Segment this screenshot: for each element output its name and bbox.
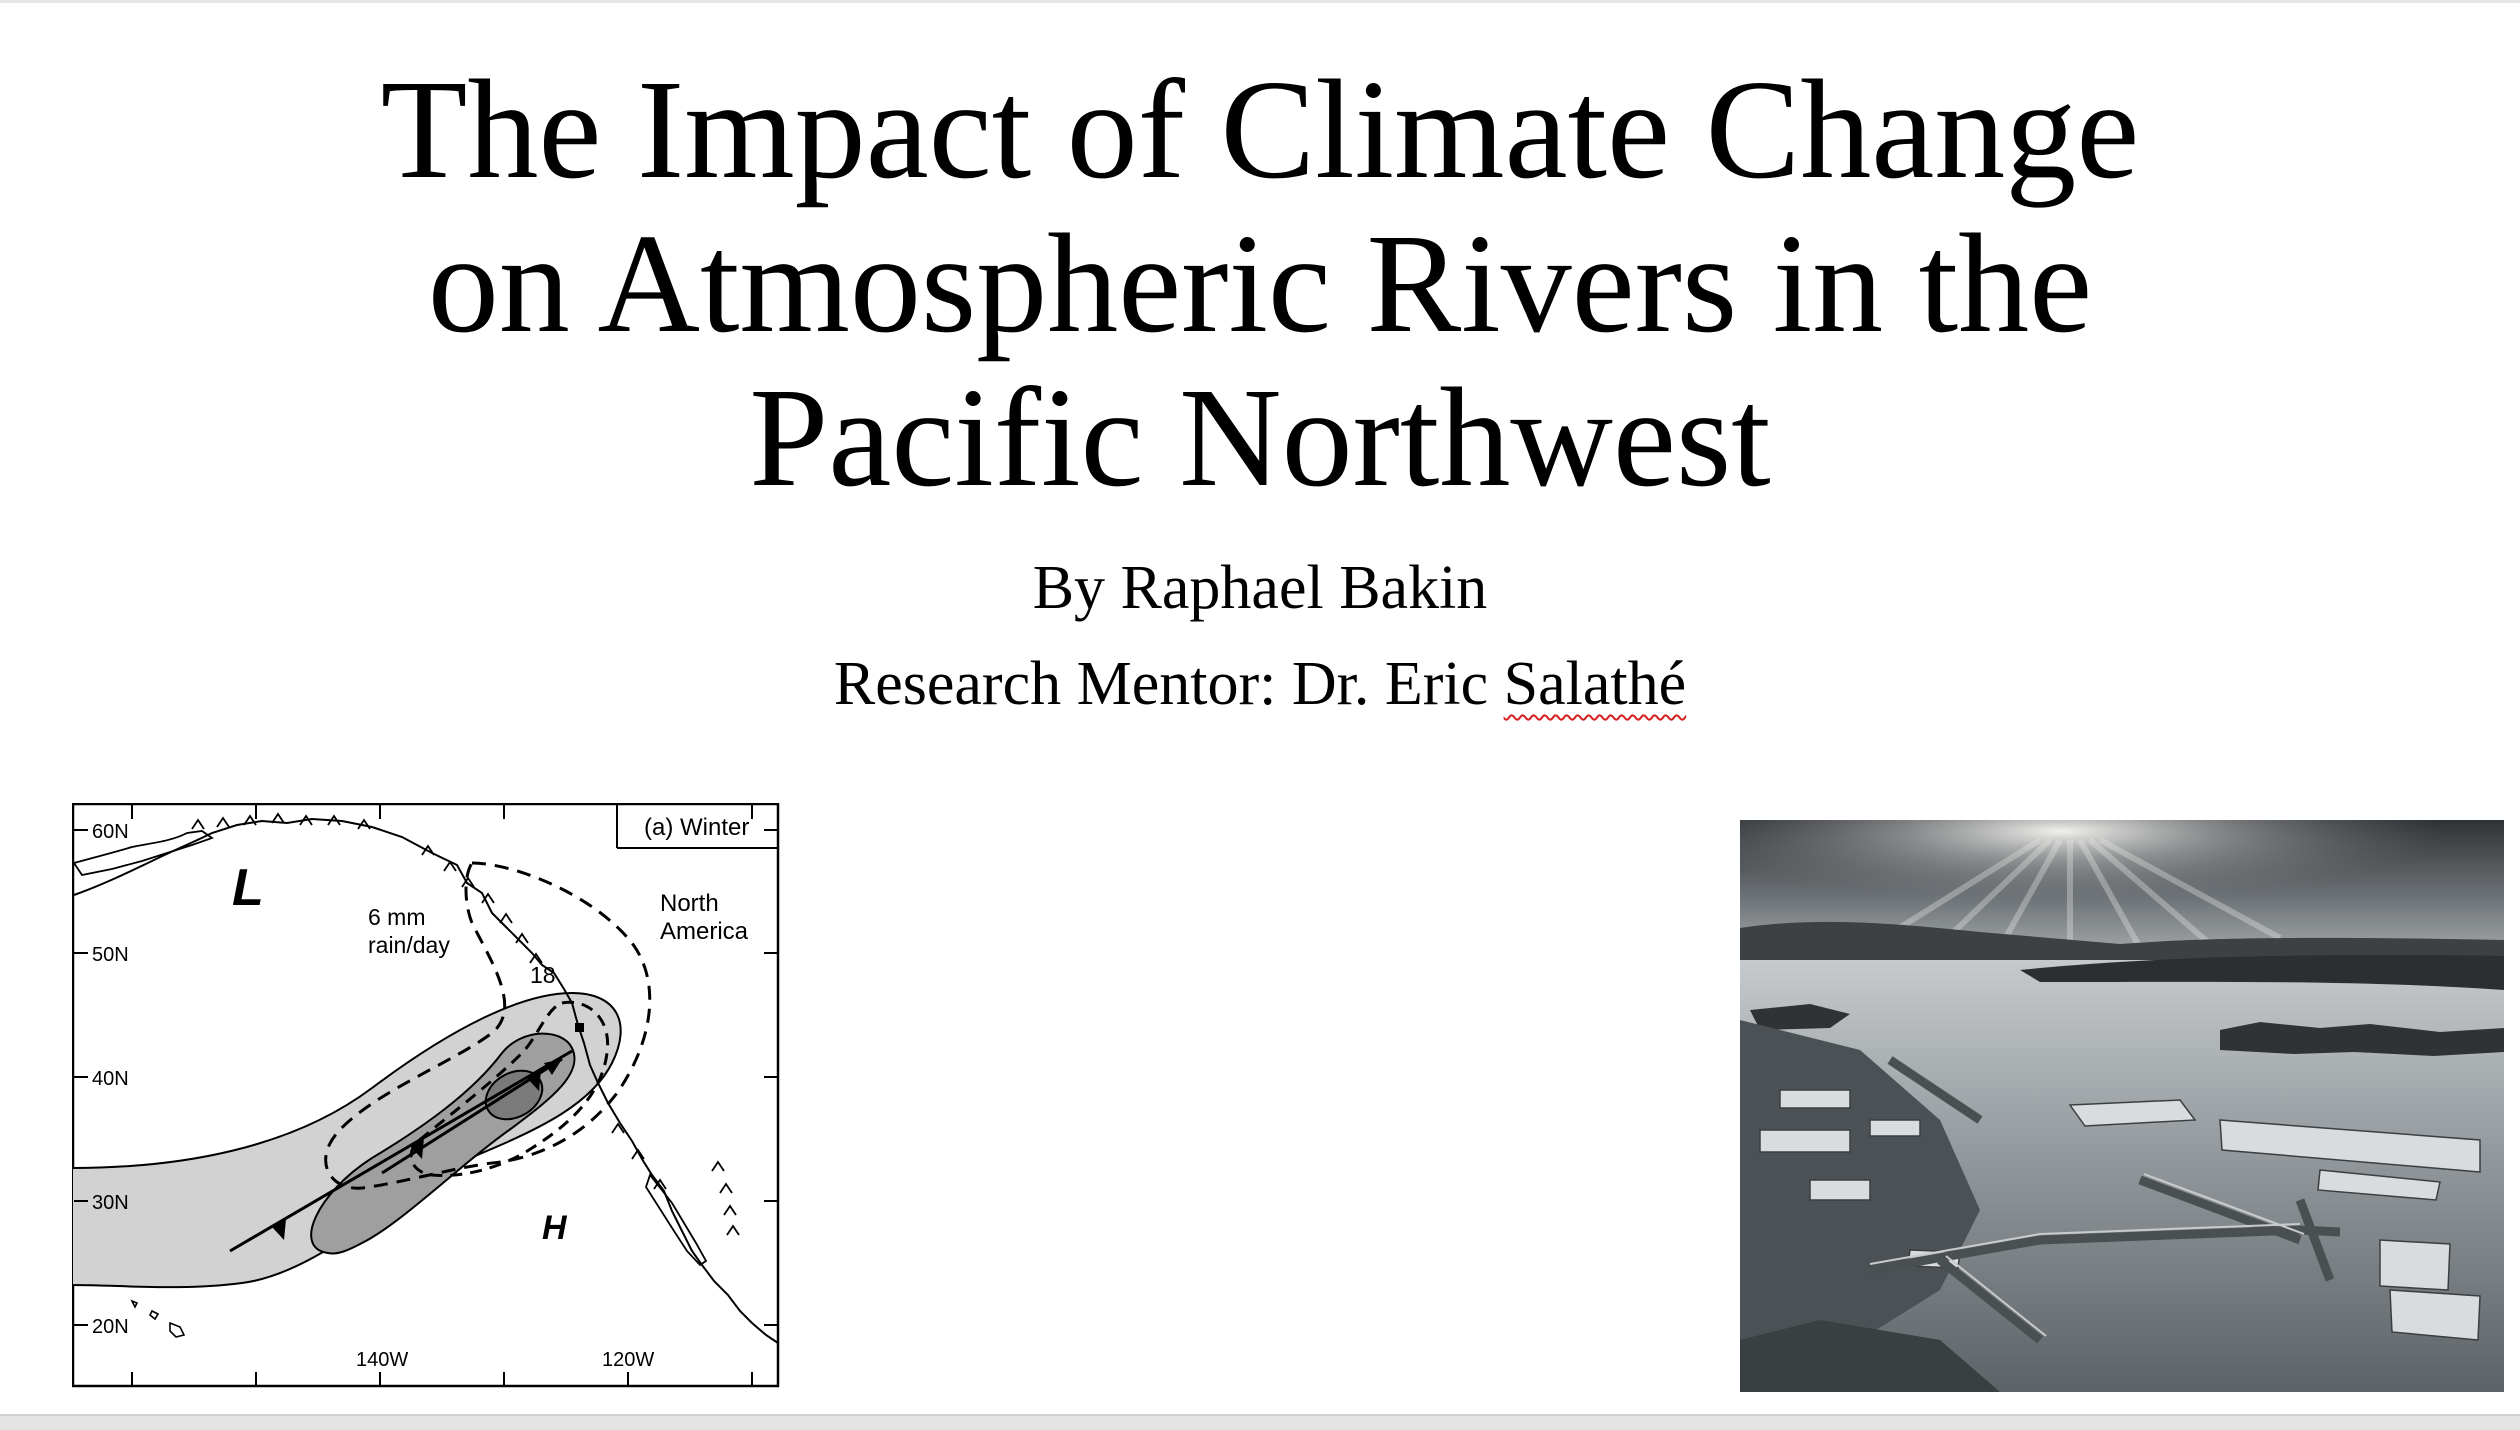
slide-bottom-bar (0, 1414, 2520, 1430)
submerged-roads (1869, 1056, 2341, 1344)
lat-label-30n: 30N (92, 1192, 129, 1214)
title-line-2: on Atmospheric Rivers in the (427, 204, 2093, 362)
title-line-3: Pacific Northwest (749, 358, 1771, 516)
mentor-prefix: Research Mentor: Dr. Eric (833, 650, 1504, 718)
lon-label-120w: 120W (602, 1349, 654, 1371)
latitude-ticks (74, 829, 778, 1326)
region-label-line-1: North (660, 890, 719, 917)
lon-label-140w: 140W (356, 1349, 408, 1371)
hawaii-islands (130, 1299, 186, 1338)
slide-top-border (0, 0, 2520, 3)
baja-peninsula (645, 1173, 708, 1267)
front-arrowhead (544, 1059, 562, 1075)
region-label-line-2: America (660, 918, 749, 945)
author-line: By Raphael Bakin (1032, 554, 1488, 622)
mountain-symbols (191, 812, 740, 1236)
title-line-1: The Impact of Climate Change (380, 50, 2140, 208)
lat-label-50n: 50N (92, 944, 129, 966)
high-pressure-label: H (542, 1209, 568, 1247)
longitude-ticks (131, 805, 753, 1386)
front-triangle-2 (410, 1138, 424, 1159)
sun-rays (1878, 837, 2282, 950)
front-triangle-3 (527, 1070, 541, 1091)
panel-label: (a) Winter (644, 814, 749, 841)
tree-patches (1750, 1004, 2504, 1056)
slide-title: The Impact of Climate Change on Atmosphe… (240, 52, 2280, 514)
mentor-surname: Salathé (1503, 650, 1687, 718)
rain-label-line-2: rain/day (368, 932, 450, 958)
plume-outer-band (72, 991, 622, 1289)
dark-foreground (1740, 1320, 2000, 1392)
atmospheric-river-map: (a) Winter L H 6 mm rain/day 18 North Am… (72, 803, 780, 1388)
alaska-islands (72, 830, 214, 877)
cold-front-line (229, 1049, 573, 1253)
low-pressure-label: L (232, 859, 264, 917)
rain-contour-18mm (409, 1000, 610, 1177)
lat-label-20n: 20N (92, 1316, 129, 1338)
lat-label-60n: 60N (92, 821, 129, 843)
mentor-line: Research Mentor: Dr. Eric Salathé (0, 648, 2520, 720)
far-tree-line (2020, 954, 2504, 990)
road-edges (1869, 1173, 2305, 1337)
lat-label-40n: 40N (92, 1068, 129, 1090)
rain-label-line-1: 6 mm (368, 904, 426, 930)
flood-aerial-photo (1740, 820, 2504, 1392)
contour-value-label: 18 (530, 962, 556, 988)
rain-contour-6mm (324, 861, 652, 1190)
front-triangle-1 (272, 1219, 286, 1240)
